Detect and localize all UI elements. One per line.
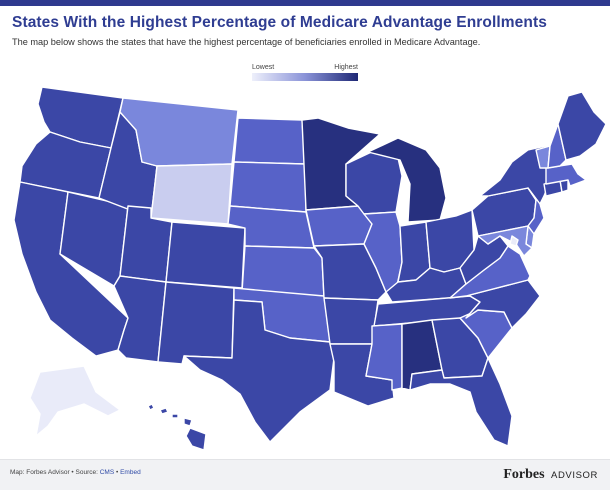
us-choropleth-map [13,86,607,451]
state-south-dakota[interactable] [229,161,307,213]
state-florida[interactable] [409,357,513,447]
state-new-hampshire[interactable] [547,123,567,169]
page-title: States With the Highest Percentage of Me… [12,14,547,31]
state-west-virginia[interactable] [459,235,509,285]
state-north-carolina[interactable] [465,279,541,329]
separator: • [116,469,119,476]
state-texas[interactable] [183,299,335,443]
source-prefix: Source: [75,469,98,476]
top-accent-bar [0,0,610,6]
footer-credits: Map: Forbes Advisor • Source: CMS • Embe… [10,469,141,476]
state-new-mexico[interactable] [157,281,235,365]
state-maryland[interactable] [477,225,533,257]
legend-labels: Lowest Highest [252,63,358,73]
state-michigan[interactable] [367,137,447,223]
embed-link[interactable]: Embed [120,469,141,476]
state-massachusetts[interactable] [545,163,587,187]
state-montana[interactable] [119,97,239,167]
state-wyoming[interactable] [150,163,233,225]
brand-suffix: ADVISOR [551,470,598,481]
state-colorado[interactable] [165,221,246,289]
color-legend: Lowest Highest [252,63,358,81]
state-hawaii[interactable] [147,403,207,451]
forbes-advisor-logo: Forbes ADVISOR [503,465,598,483]
state-alaska[interactable] [29,365,121,437]
state-arkansas[interactable] [323,297,379,345]
separator: • [71,469,74,476]
source-link[interactable]: CMS [99,469,115,476]
state-maine[interactable] [557,91,607,161]
legend-gradient-bar [252,73,358,81]
legend-high-label: Highest [334,64,358,71]
page-subtitle: The map below shows the states that have… [12,37,481,47]
brand-name: Forbes [503,467,545,482]
legend-low-label: Lowest [252,64,275,71]
map-credit: Map: Forbes Advisor [10,469,70,476]
footer-bar: Map: Forbes Advisor • Source: CMS • Embe… [0,459,610,490]
state-north-dakota[interactable] [233,117,306,165]
state-district-of-columbia[interactable] [509,235,519,247]
